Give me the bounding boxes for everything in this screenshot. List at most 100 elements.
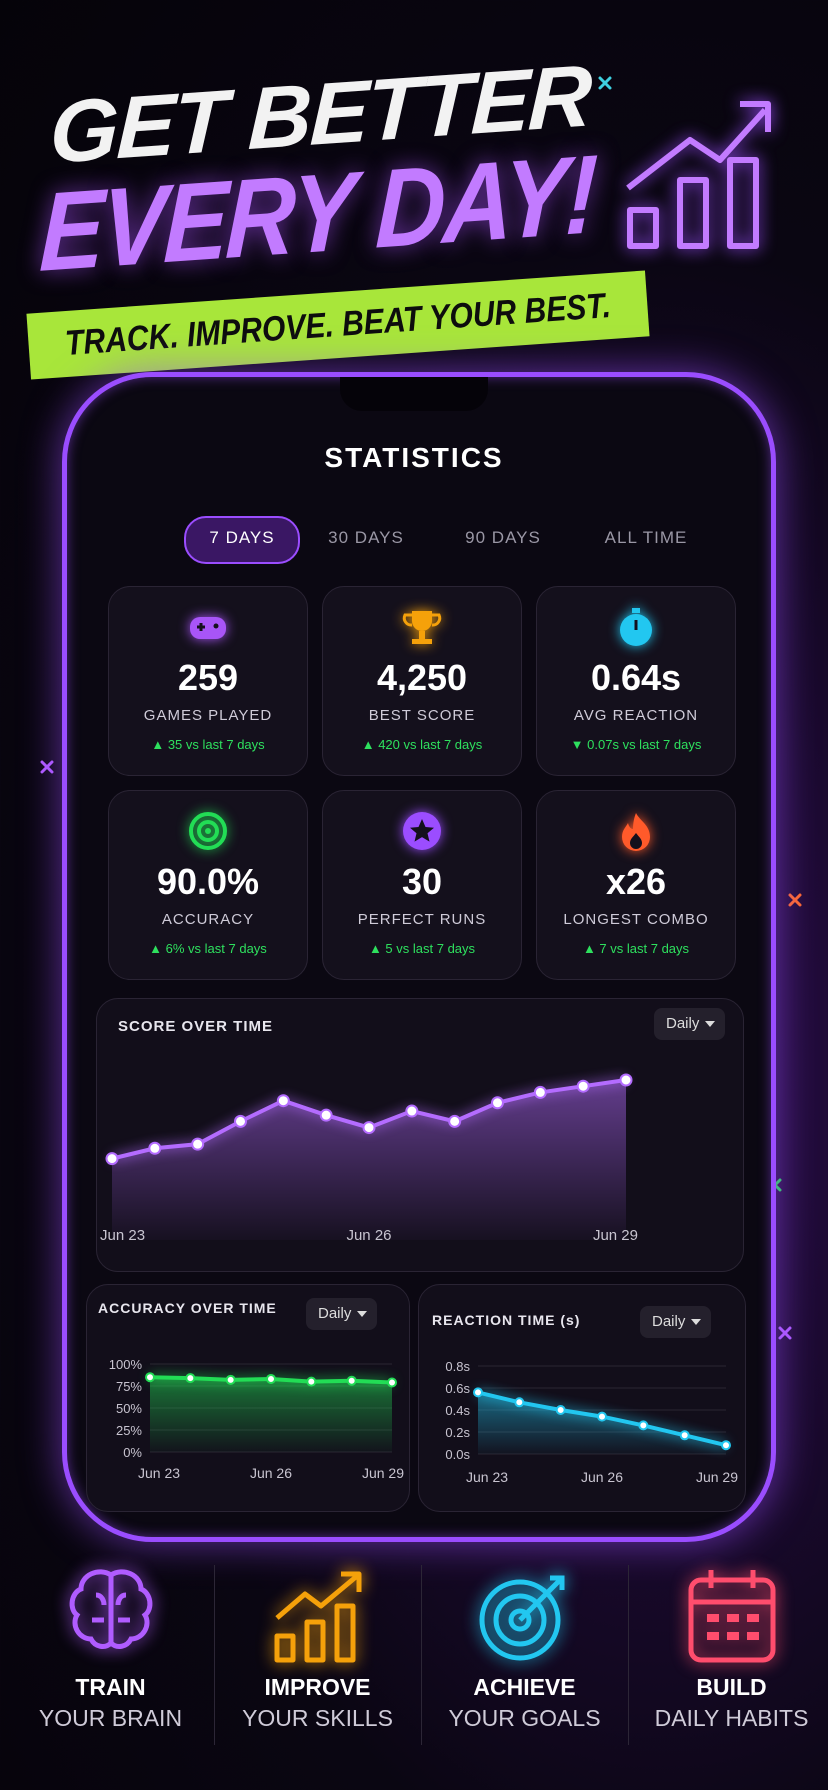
x-tick-label: Jun 29 (593, 1227, 638, 1244)
y-tick-label: 0.0s (445, 1447, 470, 1462)
stat-value: 30 (401, 861, 443, 902)
stat-change: ▼ 0.07s vs last 7 days (570, 737, 702, 752)
feature-icon (479, 1575, 564, 1661)
stat-card: x26 LONGEST COMBO ▲ 7 vs last 7 days (536, 790, 736, 980)
period-dropdown[interactable]: Daily (640, 1306, 712, 1338)
point (514, 1397, 525, 1408)
divider (421, 1565, 422, 1745)
feature-subtitle: YOUR BRAIN (38, 1705, 183, 1731)
stat-label: BEST SCORE (368, 707, 476, 724)
period-tab[interactable]: 7 DAYS (184, 516, 300, 564)
stat-change: ▲ 7 vs last 7 days (582, 941, 690, 956)
point (597, 1411, 607, 1422)
point (576, 1079, 590, 1093)
stat-icon (190, 617, 226, 639)
divider (214, 1565, 215, 1745)
feature-title: TRAIN (75, 1674, 146, 1700)
point (448, 1114, 462, 1128)
point (362, 1121, 376, 1135)
stat-icon (402, 611, 442, 644)
stat-change: ▲ 35 vs last 7 days (151, 737, 265, 752)
header-growth-icon (626, 101, 771, 249)
point (276, 1094, 290, 1108)
area-fill (150, 1377, 392, 1452)
y-tick-label: 0.8s (445, 1359, 470, 1374)
y-tick-label: 0% (123, 1445, 142, 1460)
feature: TRAIN YOUR BRAIN (7, 1560, 214, 1732)
y-tick-label: 0.2s (445, 1425, 470, 1440)
x-tick-label: Jun 29 (362, 1465, 404, 1481)
divider (628, 1565, 629, 1745)
stat-value: 90.0% (156, 861, 260, 902)
feature-subtitle: YOUR SKILLS (242, 1705, 393, 1731)
point (105, 1152, 119, 1166)
stat-label: LONGEST COMBO (563, 911, 709, 928)
stat-card: 30 PERFECT RUNS ▲ 5 vs last 7 days (322, 790, 522, 980)
point (619, 1073, 633, 1087)
period-tab[interactable]: 90 DAYS (465, 528, 541, 547)
point (679, 1430, 690, 1441)
chart-title: SCORE OVER TIME (118, 1018, 274, 1035)
point (145, 1372, 155, 1383)
screen-title: STATISTICS (324, 442, 504, 473)
period-tab[interactable]: 30 DAYS (328, 528, 404, 547)
feature-title: ACHIEVE (473, 1674, 576, 1700)
chart-title: REACTION TIME (s) (432, 1312, 581, 1328)
point (185, 1373, 196, 1384)
dropdown-caret (357, 1311, 368, 1317)
stat-label: AVG REACTION (573, 707, 699, 724)
x-tick-label: Jun 26 (581, 1469, 623, 1485)
point (306, 1376, 317, 1387)
point (266, 1373, 276, 1384)
chart-title: ACCURACY OVER TIME (98, 1300, 277, 1316)
x-tick-label: Jun 29 (696, 1469, 738, 1485)
period-dropdown[interactable]: Daily (306, 1298, 378, 1330)
x-tick-label: Jun 23 (138, 1465, 180, 1481)
stat-icon (189, 812, 227, 850)
feature-title: IMPROVE (264, 1674, 371, 1700)
x-tick-label: Jun 26 (250, 1465, 292, 1481)
stat-change: ▲ 6% vs last 7 days (149, 941, 267, 956)
stat-card: 90.0% ACCURACY ▲ 6% vs last 7 days (108, 790, 308, 980)
point (555, 1405, 566, 1415)
stat-value: 259 (177, 657, 239, 698)
point (346, 1375, 357, 1386)
x-tick-label: Jun 26 (346, 1227, 391, 1244)
stat-icon (403, 812, 441, 850)
stat-label: PERFECT RUNS (357, 911, 487, 928)
feature-icon (69, 1569, 152, 1649)
feature: BUILD DAILY HABITS (628, 1560, 828, 1732)
point (191, 1137, 205, 1151)
y-tick-label: 100% (109, 1357, 143, 1372)
y-tick-label: 50% (116, 1401, 142, 1416)
feature: ACHIEVE YOUR GOALS (421, 1560, 628, 1732)
feature: IMPROVE YOUR SKILLS (214, 1560, 421, 1732)
point (405, 1104, 419, 1118)
stat-value: 4,250 (376, 657, 468, 698)
dropdown-caret (705, 1021, 716, 1027)
feature-title: BUILD (696, 1674, 767, 1700)
y-tick-label: 0.6s (445, 1381, 470, 1396)
stat-value: x26 (605, 861, 667, 902)
feature-subtitle: DAILY HABITS (654, 1705, 809, 1731)
point (387, 1377, 397, 1388)
point (225, 1374, 236, 1385)
phone-notch (340, 377, 488, 411)
point (234, 1114, 247, 1128)
x-tick-label: Jun 23 (100, 1227, 145, 1244)
stat-card: 4,250 BEST SCORE ▲ 420 vs last 7 days (322, 586, 522, 776)
point (473, 1387, 483, 1398)
point (148, 1141, 162, 1155)
feature-subtitle: YOUR GOALS (448, 1705, 601, 1731)
stat-label: ACCURACY (161, 911, 255, 928)
feature-icon (688, 1570, 775, 1663)
stat-icon (620, 608, 652, 646)
y-tick-label: 0.4s (445, 1403, 470, 1418)
period-tab[interactable]: ALL TIME (604, 528, 688, 547)
stat-change: ▲ 420 vs last 7 days (361, 737, 483, 752)
period-dropdown[interactable]: Daily (654, 1008, 726, 1040)
stat-icon (622, 813, 650, 851)
